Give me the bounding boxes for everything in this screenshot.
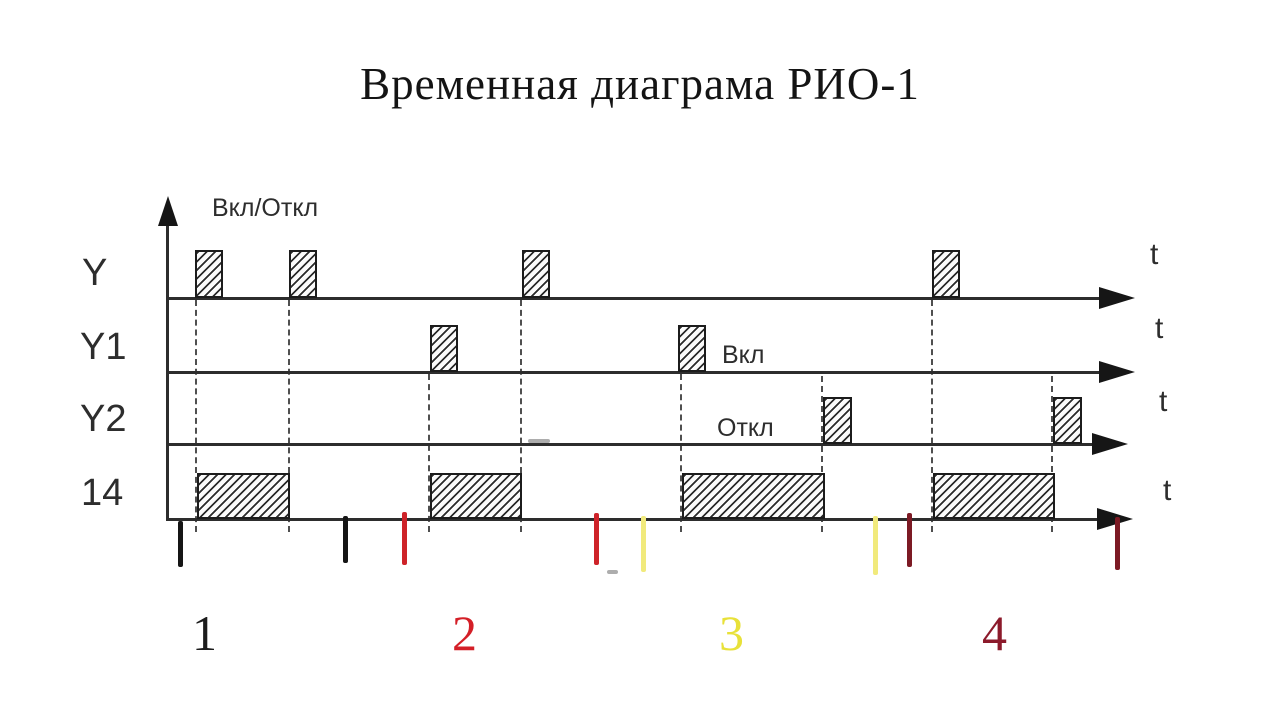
timeline-arrowhead-icon-y [1099, 287, 1135, 309]
t-label-y: t [1150, 238, 1159, 271]
timeline-y1 [166, 371, 1105, 374]
dashed-guideline-6 [680, 374, 682, 532]
timeline-y [166, 297, 1105, 300]
pulse-14-3 [682, 473, 825, 519]
dashed-guideline-4 [931, 300, 933, 532]
row-label-14: 14 [81, 472, 124, 514]
dashed-guideline-5 [428, 374, 430, 532]
phase-number-4: 4 [982, 605, 1007, 661]
phase-tick-3 [402, 512, 407, 565]
phase-tick-7 [907, 513, 912, 567]
dashed-guideline-7 [821, 376, 823, 532]
t-label-y1: t [1155, 312, 1164, 345]
phase-number-3: 3 [719, 605, 744, 661]
dashed-guideline-1 [195, 300, 197, 532]
page-title: Временная диаграма РИО-1 [360, 59, 920, 109]
timeline-arrowhead-icon-y2 [1092, 433, 1128, 455]
top-axis-label: Вкл/Откл [212, 194, 319, 222]
pulse-14-1 [197, 473, 290, 519]
scan-artifact-1 [528, 439, 550, 443]
dashed-guideline-8 [1051, 376, 1053, 532]
pulse-14-2 [430, 473, 522, 519]
phase-tick-1 [178, 521, 183, 567]
phase-tick-2 [343, 516, 348, 563]
phase-number-1: 1 [192, 605, 217, 661]
value-axis-arrowhead-icon [158, 196, 178, 226]
phase-tick-8 [1115, 517, 1120, 570]
phase-tick-6 [873, 516, 878, 575]
timeline-14 [166, 518, 1103, 521]
dashed-guideline-3 [520, 300, 522, 532]
pulse-y-4 [932, 250, 960, 298]
phase-tick-4 [594, 513, 599, 565]
value-axis-line [166, 220, 169, 520]
axis-annotation-y2: Откл [717, 414, 774, 442]
timeline-y2 [166, 443, 1098, 446]
pulse-14-4 [933, 473, 1055, 519]
pulse-y2-2 [1053, 397, 1082, 444]
pulse-y-2 [289, 250, 317, 298]
scan-artifact-2 [607, 570, 618, 574]
pulse-y-3 [522, 250, 550, 298]
t-label-14: t [1163, 474, 1172, 507]
pulse-y1-1 [430, 325, 458, 372]
timeline-arrowhead-icon-y1 [1099, 361, 1135, 383]
pulse-y2-1 [823, 397, 852, 444]
row-label-y1: Y1 [80, 326, 127, 368]
row-label-y: Y [82, 252, 108, 294]
axis-annotation-y1: Вкл [722, 341, 765, 369]
row-label-y2: Y2 [80, 398, 127, 440]
dashed-guideline-2 [288, 300, 290, 532]
phase-tick-5 [641, 516, 646, 572]
pulse-y-1 [195, 250, 223, 298]
t-label-y2: t [1159, 385, 1168, 418]
pulse-y1-2 [678, 325, 706, 372]
phase-number-2: 2 [452, 605, 477, 661]
